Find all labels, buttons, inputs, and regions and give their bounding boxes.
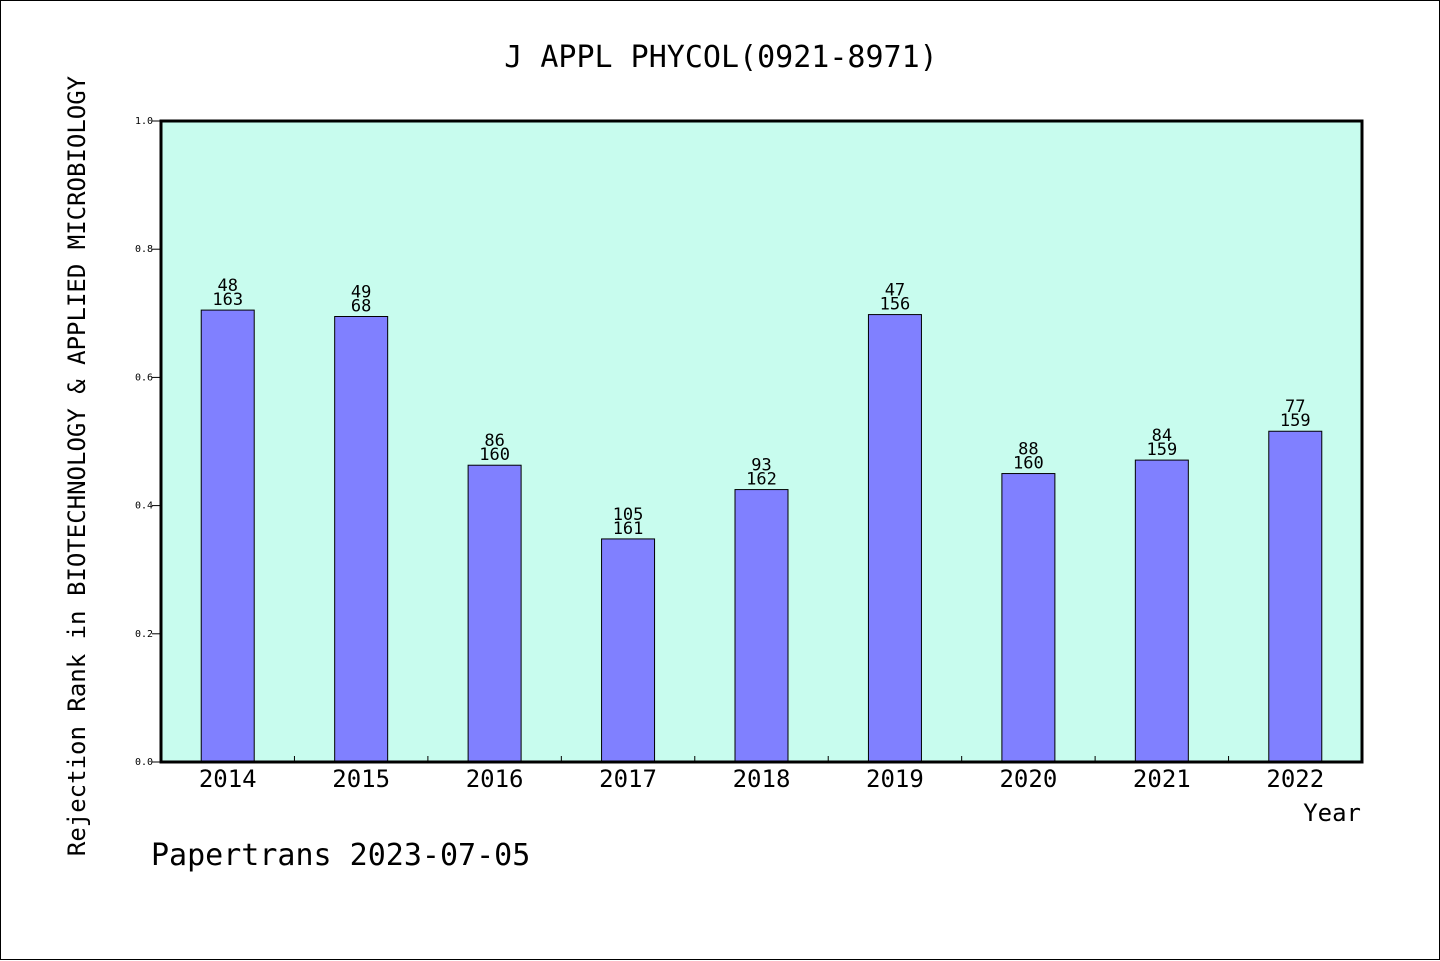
bar-rank-label: 93 xyxy=(751,456,771,476)
x-tick-label: 2014 xyxy=(199,765,257,793)
bar-total-label: 163 xyxy=(212,290,243,310)
plot-border xyxy=(159,119,1364,764)
bar-total-label: 159 xyxy=(1146,440,1177,460)
x-axis-label: Year xyxy=(1303,799,1361,827)
x-tick-label: 2017 xyxy=(599,765,657,793)
bar-total-label: 160 xyxy=(479,445,510,465)
y-tick-label: 1.0 xyxy=(135,116,153,127)
bar-2015 xyxy=(334,316,389,763)
bar-2018 xyxy=(734,489,789,763)
bar-rank-label: 84 xyxy=(1152,426,1172,446)
bar-total-label: 160 xyxy=(1013,454,1044,474)
bar-rank-label: 47 xyxy=(885,281,905,301)
y-tick-label: 0.8 xyxy=(135,244,153,255)
bar-rank-label: 77 xyxy=(1285,397,1305,417)
bars xyxy=(200,309,1323,763)
bar-2019 xyxy=(867,314,922,763)
x-tick-label: 2016 xyxy=(466,765,524,793)
bar-2016 xyxy=(467,464,522,763)
bar-rank-label: 86 xyxy=(484,431,504,451)
bar-2014 xyxy=(200,309,255,763)
bar-rank-label: 105 xyxy=(613,505,644,525)
y-tick-label: 0.6 xyxy=(135,372,153,383)
y-tick-label: 0.0 xyxy=(135,757,153,768)
x-tick-label: 2020 xyxy=(999,765,1057,793)
x-tick-label: 2022 xyxy=(1266,765,1324,793)
chart-title: J APPL PHYCOL(0921-8971) xyxy=(504,40,937,75)
bar-2021 xyxy=(1134,459,1189,763)
bar-total-label: 161 xyxy=(613,519,644,539)
y-axis-ticks: 0.0 0.2 0.4 0.6 0.8 1.0 xyxy=(135,116,161,768)
y-tick-label: 0.2 xyxy=(135,629,153,640)
y-axis-label: Rejection Rank in BIOTECHNOLOGY & APPLIE… xyxy=(63,75,91,856)
bar-2017 xyxy=(601,538,656,763)
bar-rank-label: 88 xyxy=(1018,440,1038,460)
bar-2020 xyxy=(1001,473,1056,763)
bar-2022 xyxy=(1268,430,1323,763)
bar-rank-label: 48 xyxy=(217,276,237,296)
x-tick-label: 2018 xyxy=(733,765,791,793)
x-tick-label: 2019 xyxy=(866,765,924,793)
footer-credit: Papertrans 2023-07-05 xyxy=(151,838,530,873)
y-tick-label: 0.4 xyxy=(135,501,153,512)
x-tick-label: 2021 xyxy=(1133,765,1191,793)
bar-total-label: 68 xyxy=(351,297,371,317)
x-tick-label: 2015 xyxy=(332,765,390,793)
bar-total-label: 159 xyxy=(1280,411,1311,431)
bar-rank-label: 49 xyxy=(351,283,371,303)
bar-total-label: 156 xyxy=(880,295,911,315)
x-axis-ticks: 2014 2015 2016 2017 2018 2019 2020 2021 2022 xyxy=(199,756,1324,793)
bar-total-label: 162 xyxy=(746,470,777,490)
